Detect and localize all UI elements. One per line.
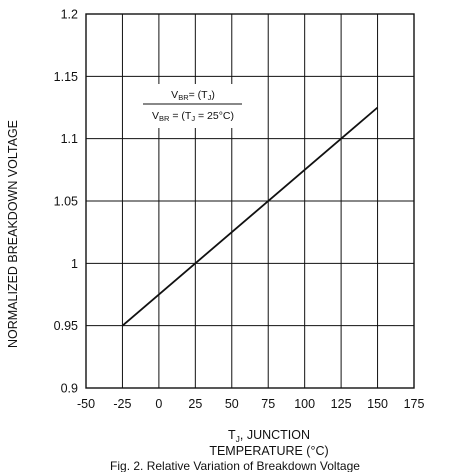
x-tick-label: 25 <box>188 397 202 411</box>
plot-frame <box>85 13 415 389</box>
series-line <box>121 106 379 327</box>
grid <box>86 14 414 388</box>
x-tick-label: 50 <box>225 397 239 411</box>
legend-denominator: VBR = (TJ = 25°C) <box>152 110 234 123</box>
series <box>121 106 379 327</box>
y-tick-label: 0.95 <box>54 319 78 333</box>
x-tick-label: 175 <box>404 397 425 411</box>
x-tick-label: -25 <box>113 397 131 411</box>
x-tick-label: 75 <box>261 397 275 411</box>
x-tick-label: -50 <box>77 397 95 411</box>
y-tick-label: 1 <box>71 257 78 271</box>
x-tick-label: 100 <box>294 397 315 411</box>
x-tick-label: 0 <box>155 397 162 411</box>
y-tick-label: 0.9 <box>61 382 78 396</box>
legend-numerator: VBR= (TJ) <box>171 89 215 102</box>
x-axis-label-line1: TJ, JUNCTION <box>228 428 310 444</box>
y-tick-label: 1.05 <box>54 195 78 209</box>
y-tick-label: 1.2 <box>61 8 78 22</box>
tick-labels: -50 -25 0 25 50 75 100 125 150 175 0.9 0.95 1 1.05 1.1… <box>54 8 425 412</box>
legend-box <box>140 84 244 128</box>
y-tick-label: 1.15 <box>54 70 78 84</box>
x-tick-label: 125 <box>331 397 352 411</box>
figure-caption: Fig. 2. Relative Variation of Breakdown … <box>110 459 360 472</box>
y-tick-label: 1.1 <box>61 132 78 146</box>
y-axis-label: NORMALIZED BREAKDOWN VOLTAGE <box>6 120 20 348</box>
x-axis-label-line2: TEMPERATURE (°C) <box>209 444 328 458</box>
x-tick-label: 150 <box>367 397 388 411</box>
legend: VBR= (TJ) VBR = (TJ = 25°C) <box>143 89 242 123</box>
